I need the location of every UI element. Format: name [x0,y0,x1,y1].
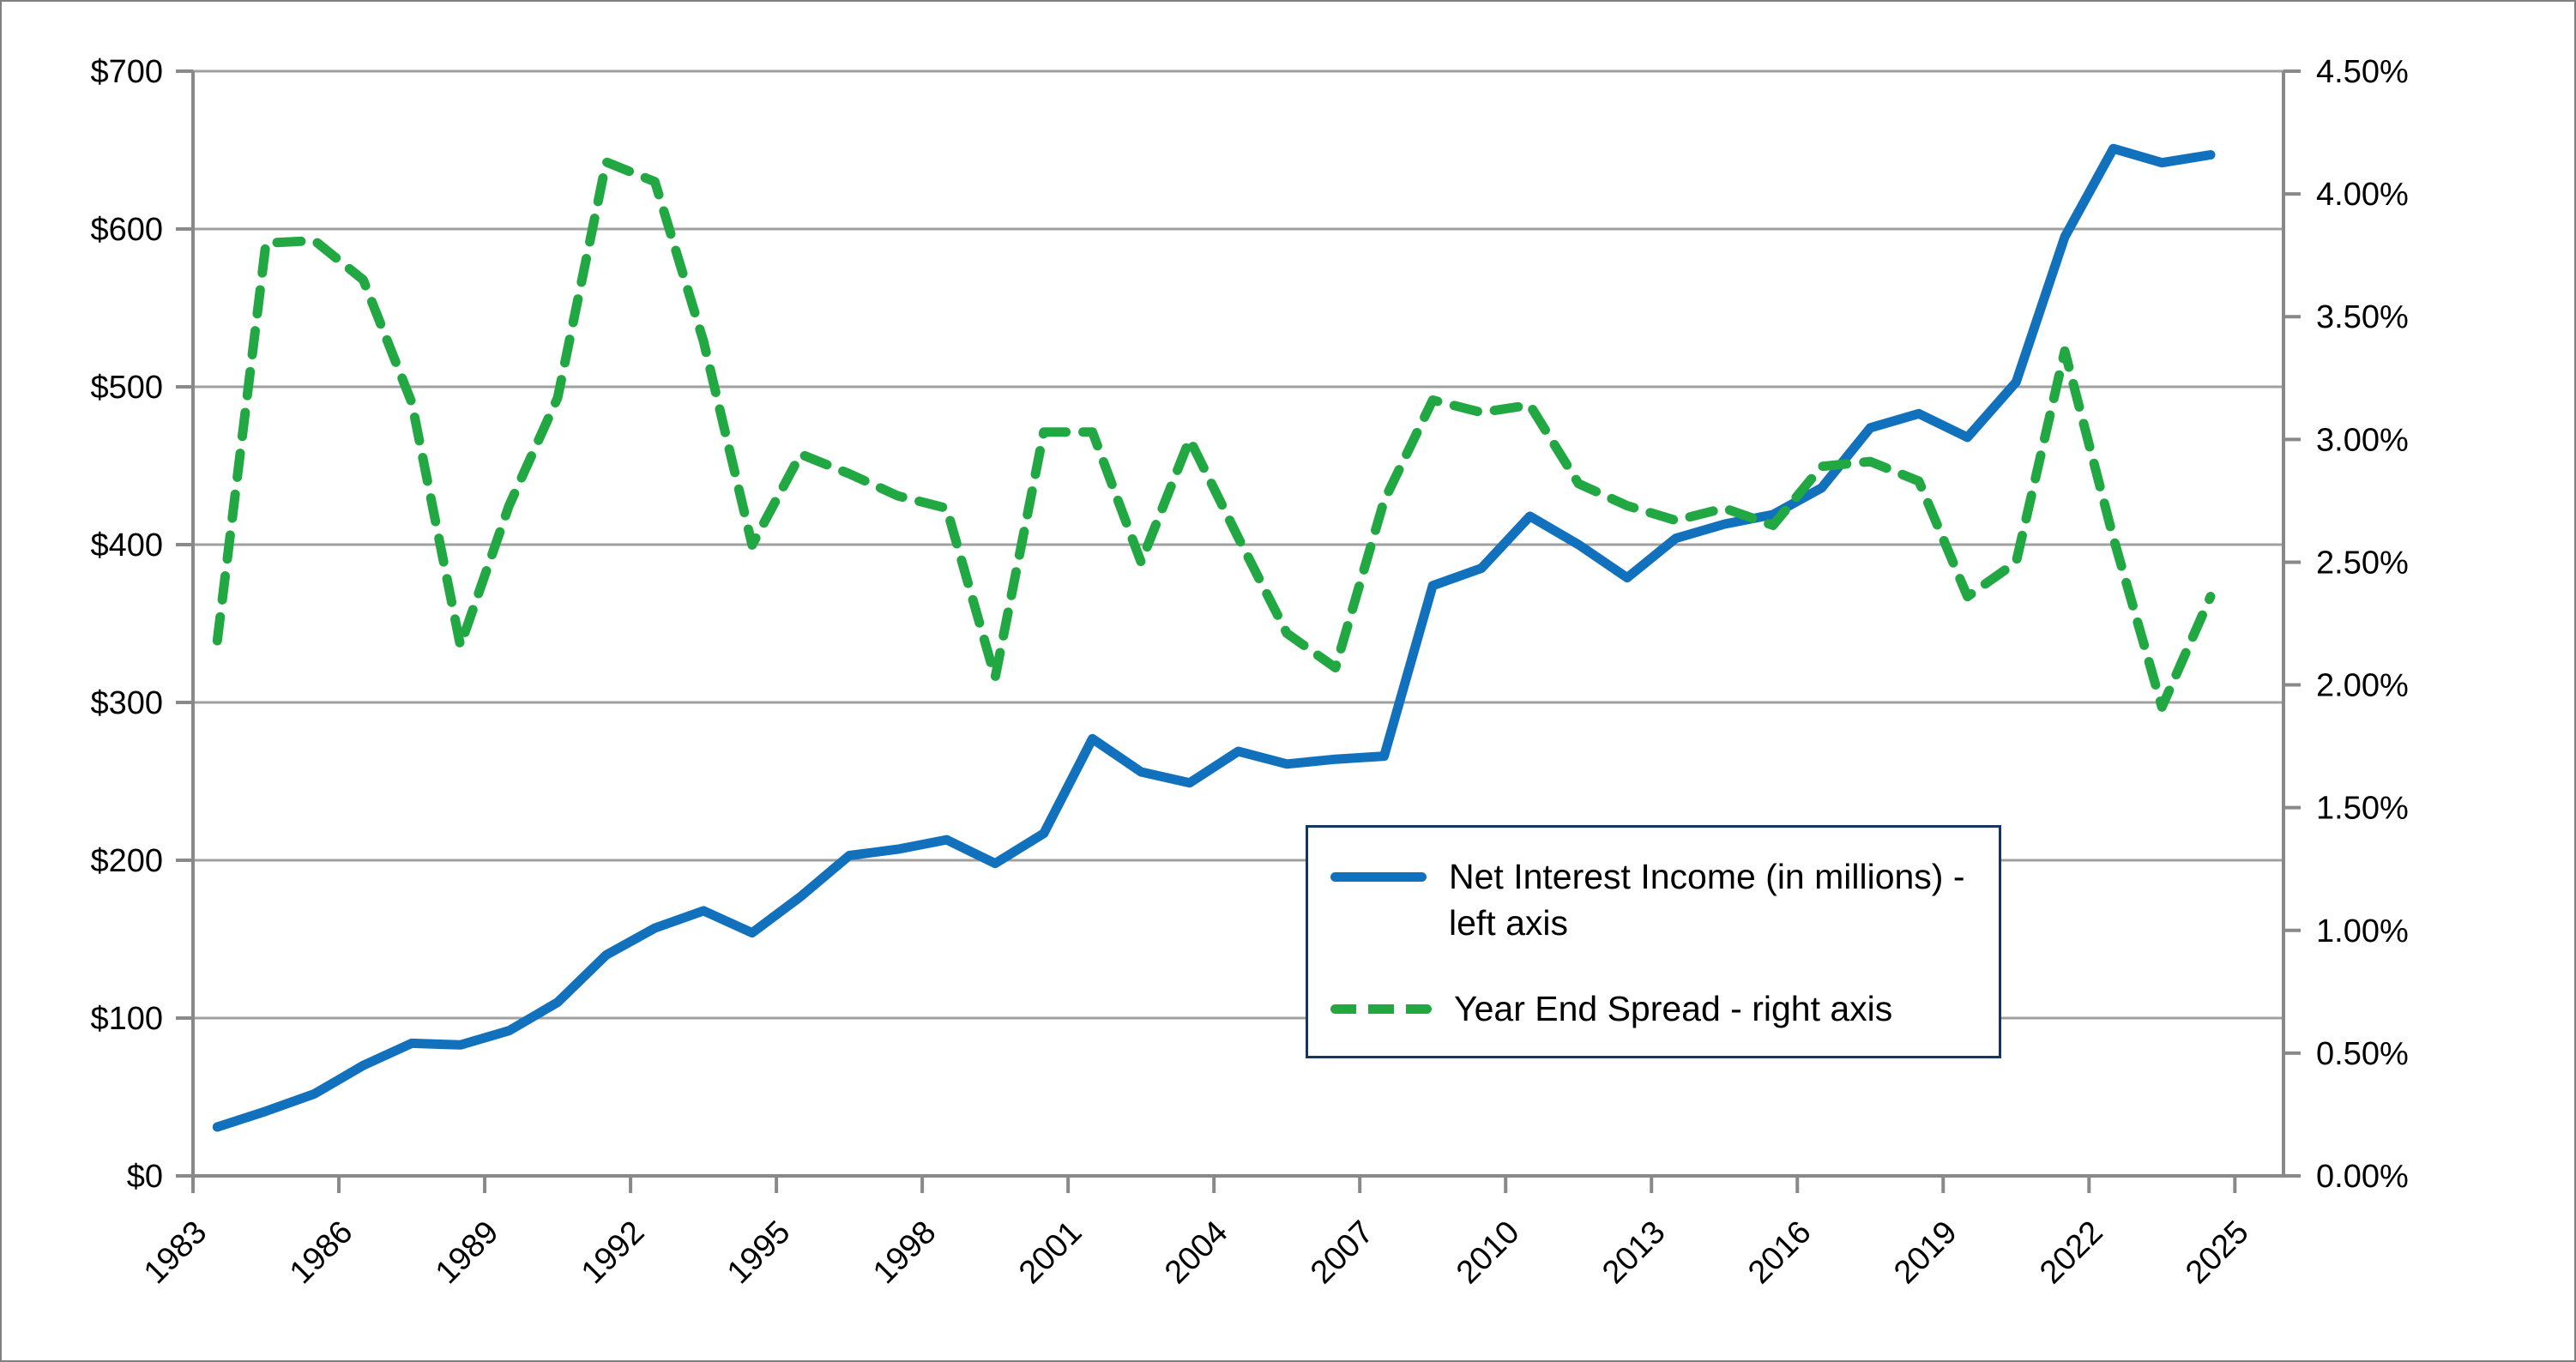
green-dashed-line-swatch [1330,1004,1432,1015]
legend-label: Year End Spread - right axis [1454,989,1893,1029]
x-tick-label: 2019 [1887,1214,1964,1291]
blue-solid-line-swatch [1330,872,1427,882]
year-end-spread-line [212,157,2216,712]
y-right-tick-label: 4.50% [2316,54,2409,90]
y-right-tick-label: 1.50% [2316,791,2409,827]
x-tick-label: 2013 [1596,1214,1672,1291]
x-tick-label: 1998 [866,1214,943,1291]
y-left-tick-label: $200 [90,843,163,879]
y-left-tick-label: $100 [90,1001,163,1037]
y-right-tick-label: 0.50% [2316,1036,2409,1072]
x-tick-label: 2010 [1450,1214,1526,1291]
y-right-tick-label: 2.00% [2316,668,2409,704]
y-right-tick-label: 2.50% [2316,545,2409,581]
legend-entry-year-end-spread: Year End Spread - right axis [1330,985,1990,1032]
legend-entry-net-interest-income: Net Interest Income (in millions) - left… [1330,853,1990,946]
y-right-tick-label: 3.00% [2316,422,2409,458]
y-left-tick-label: $300 [90,685,163,721]
x-tick-label: 1995 [721,1214,797,1291]
y-right-tick-label: 4.00% [2316,177,2409,213]
net-interest-income-line [212,143,2216,1132]
y-left-tick-label: $0 [127,1159,163,1195]
x-tick-label: 2007 [1304,1214,1380,1291]
y-right-tick-label: 3.50% [2316,299,2409,335]
x-tick-label: 2022 [2033,1214,2109,1291]
legend-label: Net Interest Income (in millions) - left… [1449,857,1965,943]
x-tick-label: 2016 [1741,1214,1818,1291]
y-left-tick-label: $600 [90,212,163,248]
x-tick-label: 1983 [137,1214,214,1291]
y-right-tick-label: 0.00% [2316,1159,2409,1195]
y-left-tick-label: $400 [90,527,163,563]
x-tick-label: 1992 [575,1214,651,1291]
x-tick-label: 2004 [1158,1214,1234,1291]
x-tick-label: 2025 [2179,1214,2255,1291]
x-tick-label: 2001 [1012,1214,1089,1291]
x-tick-label: 1986 [283,1214,359,1291]
y-right-tick-label: 1.00% [2316,913,2409,949]
x-tick-label: 1989 [429,1214,505,1291]
y-left-tick-label: $700 [90,54,163,90]
legend: Net Interest Income (in millions) - left… [1306,825,2001,1058]
y-left-tick-label: $500 [90,370,163,406]
